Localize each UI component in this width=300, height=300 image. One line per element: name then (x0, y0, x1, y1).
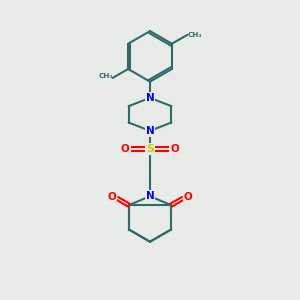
Text: N: N (146, 126, 154, 136)
Text: S: S (146, 144, 154, 154)
Text: O: O (170, 144, 179, 154)
Text: O: O (108, 192, 116, 202)
Text: N: N (146, 191, 154, 201)
Text: O: O (184, 192, 192, 202)
Text: CH₃: CH₃ (99, 73, 113, 79)
Text: N: N (146, 93, 154, 103)
Text: CH₃: CH₃ (188, 32, 202, 38)
Text: O: O (121, 144, 130, 154)
